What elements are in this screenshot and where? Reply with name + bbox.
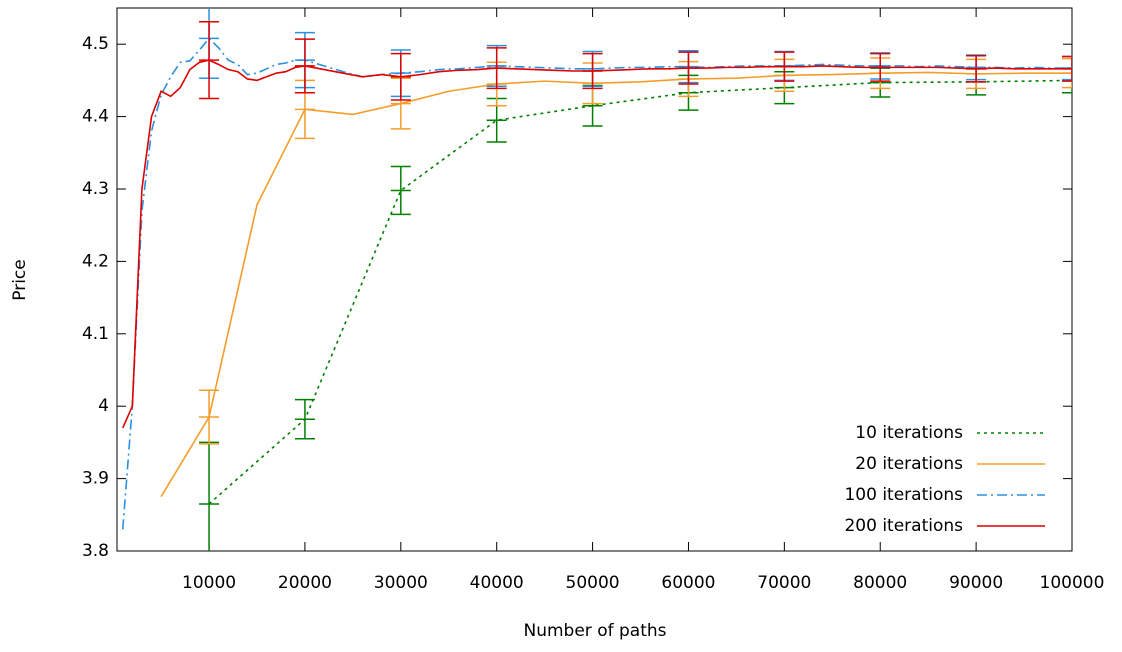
x-tick-label: 40000 bbox=[470, 573, 524, 593]
x-tick-label: 60000 bbox=[661, 573, 715, 593]
error-bar bbox=[294, 398, 315, 440]
y-tick-label: 4.5 bbox=[82, 34, 109, 54]
x-tick-label: 10000 bbox=[182, 573, 236, 593]
legend-label: 100 iterations bbox=[844, 485, 963, 505]
series-line bbox=[160, 71, 1072, 498]
x-axis-label: Number of paths bbox=[524, 621, 667, 641]
error-bar bbox=[390, 165, 411, 216]
x-tick-label: 80000 bbox=[853, 573, 907, 593]
y-tick-label: 4.1 bbox=[82, 324, 109, 344]
error-bar bbox=[486, 47, 507, 90]
x-tick-label: 20000 bbox=[278, 573, 332, 593]
error-bar bbox=[678, 51, 699, 85]
plot-frame bbox=[116, 7, 1073, 552]
x-tick-label: 100000 bbox=[1040, 573, 1105, 593]
error-bar bbox=[1062, 55, 1072, 82]
x-tick-label: 30000 bbox=[374, 573, 428, 593]
x-tick-label: 70000 bbox=[757, 573, 811, 593]
error-bar bbox=[774, 51, 795, 82]
plot-area bbox=[121, 8, 1072, 551]
y-tick-label: 3.9 bbox=[82, 469, 109, 489]
series-line bbox=[122, 59, 1072, 429]
legend-label: 200 iterations bbox=[844, 516, 963, 536]
x-tick-label: 90000 bbox=[949, 573, 1003, 593]
error-bar bbox=[199, 389, 220, 445]
x-tick-label: 50000 bbox=[566, 573, 620, 593]
error-bar bbox=[966, 55, 987, 83]
legend-label: 20 iterations bbox=[855, 454, 963, 474]
y-axis-label: Price bbox=[10, 259, 30, 300]
y-tick-label: 4.4 bbox=[82, 107, 109, 127]
y-tick-label: 3.8 bbox=[82, 541, 109, 561]
error-bar bbox=[199, 21, 220, 100]
y-tick-label: 4 bbox=[98, 396, 109, 416]
legend-label: 10 iterations bbox=[855, 423, 963, 443]
error-bar bbox=[870, 52, 891, 82]
y-tick-label: 4.2 bbox=[82, 251, 109, 271]
error-bar bbox=[390, 52, 411, 101]
error-bar bbox=[199, 441, 220, 551]
error-bar bbox=[294, 38, 315, 94]
error-bar bbox=[582, 52, 603, 90]
error-bar bbox=[1062, 57, 1072, 89]
y-tick-label: 4.3 bbox=[82, 179, 109, 199]
